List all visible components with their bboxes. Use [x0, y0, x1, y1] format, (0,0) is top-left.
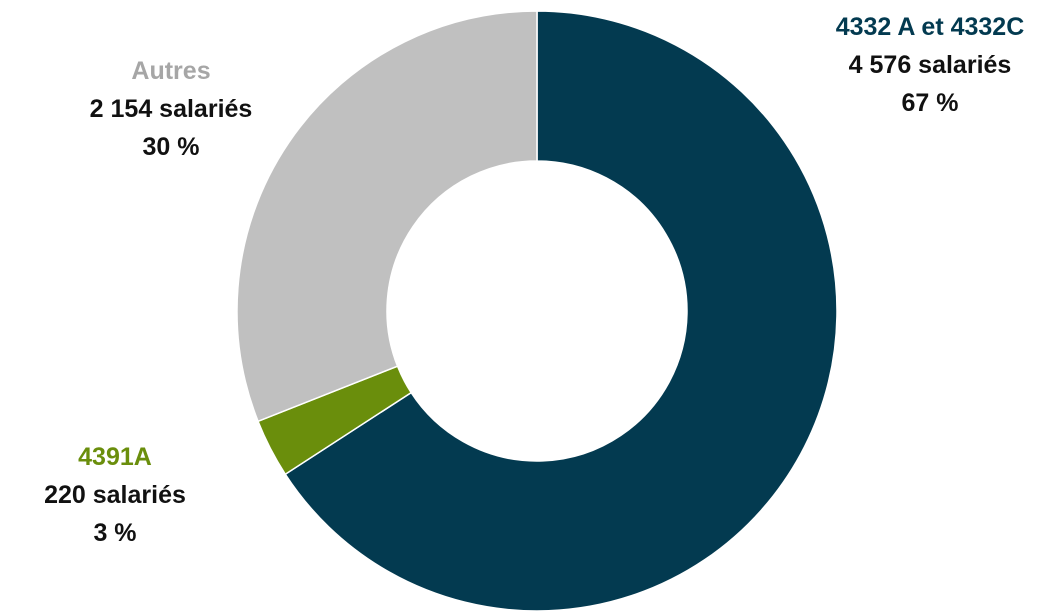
slice-label-4332: 4332 A et 4332C 4 576 salariés 67 %: [800, 8, 1060, 122]
slice-count: 220 salariés: [44, 481, 186, 509]
slice-name: 4332 A et 4332C: [835, 13, 1025, 41]
slice-percent: 30 %: [142, 133, 200, 161]
slice-label-autres: Autres 2 154 salariés 30 %: [41, 52, 301, 166]
slice-name: 4391A: [78, 443, 152, 471]
slice-count: 2 154 salariés: [89, 95, 253, 123]
slice-percent: 67 %: [901, 89, 959, 117]
donut-slice-2: [236, 10, 538, 423]
slice-name: Autres: [131, 57, 211, 85]
slice-label-4391a: 4391A 220 salariés 3 %: [0, 438, 245, 552]
slice-percent: 3 %: [93, 519, 137, 547]
donut-slice-0: [284, 10, 838, 611]
slice-count: 4 576 salariés: [848, 51, 1012, 79]
